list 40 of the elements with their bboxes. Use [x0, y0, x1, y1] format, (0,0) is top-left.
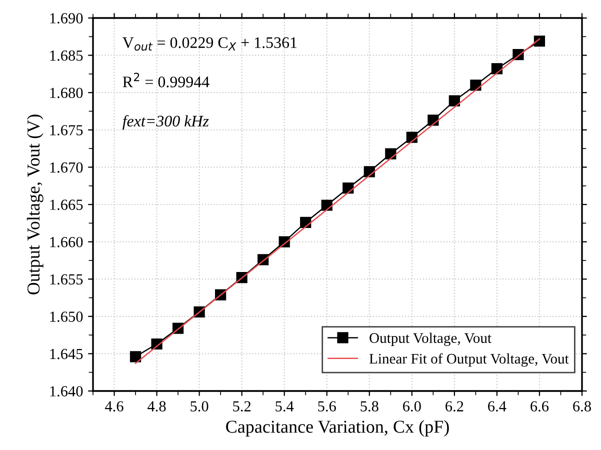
point	[534, 36, 546, 47]
y-tick-label: 1.680	[50, 88, 83, 98]
x-tick-label: 5.0	[190, 401, 208, 412]
point	[491, 63, 503, 74]
x-tick-label: 6.4	[488, 401, 506, 412]
x-tick-label: 4.8	[148, 401, 166, 412]
y-tick-label: 1.650	[50, 312, 83, 322]
annotation: V$_{out}$ = 0.0229 C$_{X}$ + 1.5361	[122, 37, 297, 51]
y-tick-label: 1.685	[50, 50, 83, 61]
y-tick-label: 1.690	[50, 13, 83, 24]
x-tick-label: 5.4	[276, 401, 294, 412]
x-tick-label: 6.2	[446, 401, 464, 412]
point	[385, 148, 396, 160]
x-axis-title: Capacitance Variation, Cx (pF)	[226, 420, 449, 437]
point	[300, 216, 312, 228]
y-tick-label: 1.670	[50, 162, 83, 173]
point	[428, 114, 439, 126]
x-tick-label: 6.6	[530, 401, 549, 412]
annotation: R$^{2}$ = 0.99944	[122, 72, 210, 88]
legend-label: Linear Fit of Output Voltage, Vout	[369, 353, 569, 367]
point	[448, 95, 460, 106]
y-tick-label: 1.660	[50, 236, 83, 248]
point	[130, 351, 142, 362]
x-tick-label: 4.6	[105, 401, 124, 412]
x-tick-label: 5.2	[233, 401, 251, 412]
y-tick-label: 1.665	[50, 200, 83, 210]
point	[342, 182, 354, 194]
annotation: fext=300 kHz	[122, 115, 209, 130]
x-tick-label: 5.8	[360, 401, 378, 412]
x-tick-label: 5.6	[318, 401, 336, 412]
y-axis-title: Output Voltage, Vout (V)	[26, 114, 44, 294]
point	[321, 200, 332, 211]
point	[470, 80, 482, 91]
y-tick-label: 1.675	[50, 125, 83, 136]
x-tick-label: 6.8	[573, 401, 591, 412]
y-tick-label: 1.655	[50, 274, 83, 285]
legend-label: Output Voltage, Vout	[370, 332, 492, 346]
y-tick-label: 1.640	[50, 386, 83, 397]
y-tick-label: 1.645	[50, 348, 83, 360]
x-tick-label: 6.0	[403, 401, 421, 412]
